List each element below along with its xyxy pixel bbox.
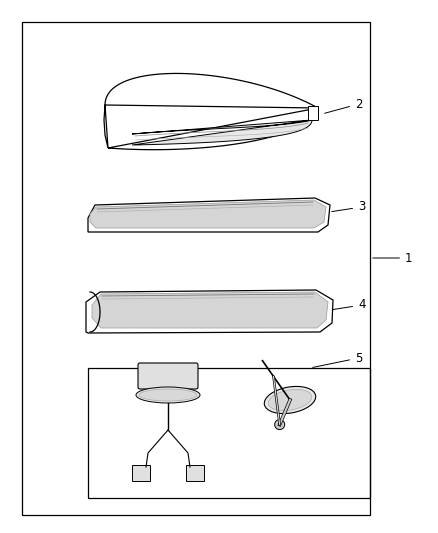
Ellipse shape xyxy=(139,389,197,401)
Ellipse shape xyxy=(136,387,200,403)
Text: 3: 3 xyxy=(332,200,365,214)
Polygon shape xyxy=(86,290,333,333)
Bar xyxy=(88,368,370,498)
Polygon shape xyxy=(90,200,326,228)
Polygon shape xyxy=(92,292,328,328)
Text: 5: 5 xyxy=(313,351,362,367)
Text: 1: 1 xyxy=(373,252,413,264)
Bar xyxy=(186,465,204,481)
Ellipse shape xyxy=(275,419,285,430)
Polygon shape xyxy=(88,198,330,232)
FancyBboxPatch shape xyxy=(138,363,198,389)
Bar xyxy=(22,22,370,515)
Bar xyxy=(132,465,150,481)
Polygon shape xyxy=(104,74,318,150)
Text: 2: 2 xyxy=(325,98,363,114)
Ellipse shape xyxy=(264,386,316,414)
Bar xyxy=(308,106,318,120)
Text: 4: 4 xyxy=(333,298,365,311)
Ellipse shape xyxy=(268,390,312,410)
Polygon shape xyxy=(132,120,312,145)
